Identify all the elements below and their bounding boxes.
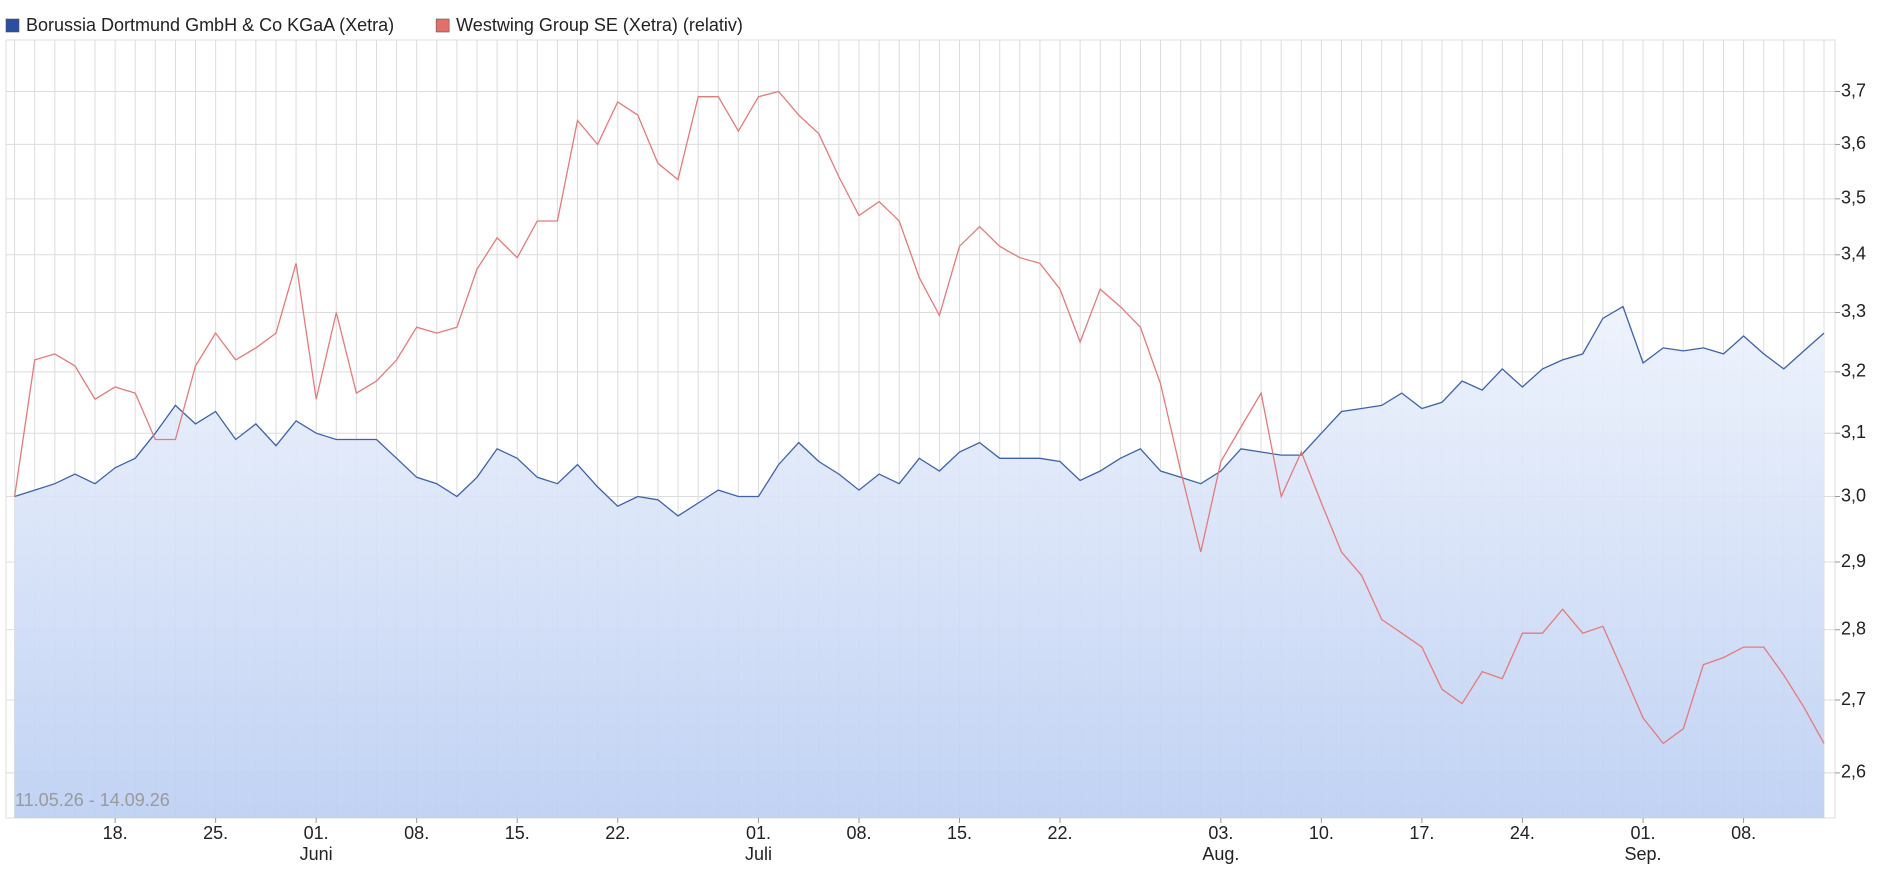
series-line (14, 305, 1825, 517)
x-month-label: Juni (300, 844, 333, 864)
y-tick-label: 2,7 (1841, 689, 1866, 709)
x-tick-label: 24. (1510, 823, 1535, 843)
y-tick-label: 2,6 (1841, 762, 1866, 782)
x-month-label: Juli (745, 844, 772, 864)
marks (13, 90, 1825, 818)
x-tick-label: 01. (1631, 823, 1656, 843)
y-tick-label: 3,3 (1841, 301, 1866, 321)
y-tick-label: 3,6 (1841, 133, 1866, 153)
y-tick-label: 3,0 (1841, 485, 1866, 505)
x-tick-label: 01. (304, 823, 329, 843)
y-tick-label: 3,7 (1841, 80, 1866, 100)
y-tick-label: 3,1 (1841, 422, 1866, 442)
x-tick-label: 25. (203, 823, 228, 843)
legend-label: Borussia Dortmund GmbH & Co KGaA (Xetra) (26, 15, 394, 35)
labels: 2,6 2,7 2,8 2,9 3,0 3,1 3,2 3,3 3,4 3,5 3,6 3,7 18. 2… (5, 15, 1866, 864)
x-tick-label: 22. (1048, 823, 1073, 843)
y-tick-label: 3,5 (1841, 188, 1866, 208)
legend-swatch (435, 18, 450, 33)
x-tick-label: 08. (404, 823, 429, 843)
y-tick-label: 3,4 (1841, 244, 1866, 264)
x-tick-label: 08. (1731, 823, 1756, 843)
x-month-label: Aug. (1202, 844, 1239, 864)
date-range: 11.05.26 - 14.09.26 (15, 790, 170, 810)
legend-label: Westwing Group SE (Xetra) (relativ) (456, 15, 743, 35)
area-fill (14, 306, 1825, 818)
x-month-label: Sep. (1625, 844, 1662, 864)
x-tick-label: 17. (1409, 823, 1434, 843)
legend-swatch (5, 18, 20, 33)
x-tick-label: 01. (746, 823, 771, 843)
y-tick-label: 2,9 (1841, 551, 1866, 571)
y-tick-label: 2,8 (1841, 619, 1866, 639)
x-tick-label: 22. (605, 823, 630, 843)
x-tick-label: 10. (1309, 823, 1334, 843)
x-tick-label: 03. (1208, 823, 1233, 843)
x-tick-label: 15. (947, 823, 972, 843)
y-tick-label: 3,2 (1841, 361, 1866, 381)
x-tick-label: 18. (103, 823, 128, 843)
x-tick-label: 08. (846, 823, 871, 843)
series-line (13, 90, 1825, 745)
x-tick-label: 15. (505, 823, 530, 843)
